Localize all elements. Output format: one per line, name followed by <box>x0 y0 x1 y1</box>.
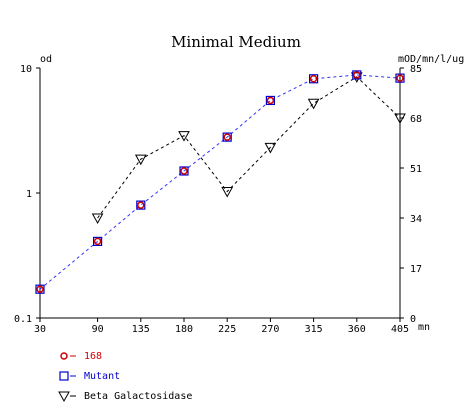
right-axis-label: mOD/mn/l/ug <box>398 54 464 65</box>
data-point-168 <box>309 75 318 83</box>
data-point-beta-galactosidase <box>91 213 104 225</box>
series-line-beta-galactosidase <box>97 76 401 219</box>
right-tick-label: 17 <box>410 264 422 275</box>
data-point-168 <box>93 237 102 246</box>
chart-title: Minimal Medium <box>171 33 301 51</box>
legend-marker <box>59 371 69 381</box>
right-tick-label: 85 <box>410 64 422 75</box>
plot-layer: 30 90 135 180 225 270 315 360 405 10 1 0.1 85 68 51 34 1… <box>14 64 422 335</box>
data-point-mutant <box>35 284 45 294</box>
x-tick-label: 30 <box>34 324 46 335</box>
data-point-168 <box>223 133 231 141</box>
data-point-168 <box>353 71 361 79</box>
data-point-mutant <box>136 200 146 210</box>
data-point-mutant <box>352 70 362 80</box>
data-point-mutant <box>265 95 275 106</box>
x-tick-label: 270 <box>261 324 279 335</box>
legend-marker <box>60 352 68 360</box>
right-tick-label: 0 <box>410 314 416 325</box>
x-tick-label: 405 <box>391 324 409 335</box>
data-point-beta-galactosidase <box>134 154 147 166</box>
legend: 168 Mutant Beta Galactosidase <box>58 351 192 403</box>
left-tick-label: 0.1 <box>14 314 32 325</box>
right-tick-label: 51 <box>410 164 422 175</box>
data-point-mutant <box>222 132 232 142</box>
x-tick-label: 180 <box>175 324 193 335</box>
left-axis-label: od <box>40 54 52 65</box>
x-tick-label: 315 <box>305 324 323 335</box>
legend-label: 168 <box>84 351 102 362</box>
data-point-beta-galactosidase <box>221 187 234 198</box>
data-point-beta-galactosidase <box>307 98 320 110</box>
x-tick-label: 90 <box>92 324 104 335</box>
data-point-168 <box>137 201 145 209</box>
left-tick-label: 10 <box>20 64 32 75</box>
data-point-mutant <box>179 166 189 176</box>
x-tick-label: 135 <box>132 324 150 335</box>
data-point-beta-galactosidase <box>264 142 277 154</box>
data-point-mutant <box>395 73 405 83</box>
legend-label: Beta Galactosidase <box>84 391 192 402</box>
data-point-mutant <box>309 74 319 84</box>
x-tick-label: 360 <box>348 324 366 335</box>
data-point-beta-galactosidase <box>394 113 406 125</box>
data-point-beta-galactosidase <box>178 131 190 142</box>
legend-marker <box>58 391 70 403</box>
left-tick-label: 1 <box>26 189 32 200</box>
right-tick-label: 68 <box>410 114 422 125</box>
series-line-mutant <box>39 74 401 290</box>
right-tick-label: 34 <box>410 214 422 225</box>
x-axis-unit-label: mn <box>418 322 430 333</box>
data-point-168 <box>36 285 44 293</box>
data-point-168 <box>180 167 188 175</box>
data-point-168 <box>266 96 275 105</box>
legend-label: Mutant <box>84 371 120 382</box>
data-point-mutant <box>92 236 103 247</box>
x-tick-label: 225 <box>218 324 236 335</box>
data-point-168 <box>396 74 404 82</box>
